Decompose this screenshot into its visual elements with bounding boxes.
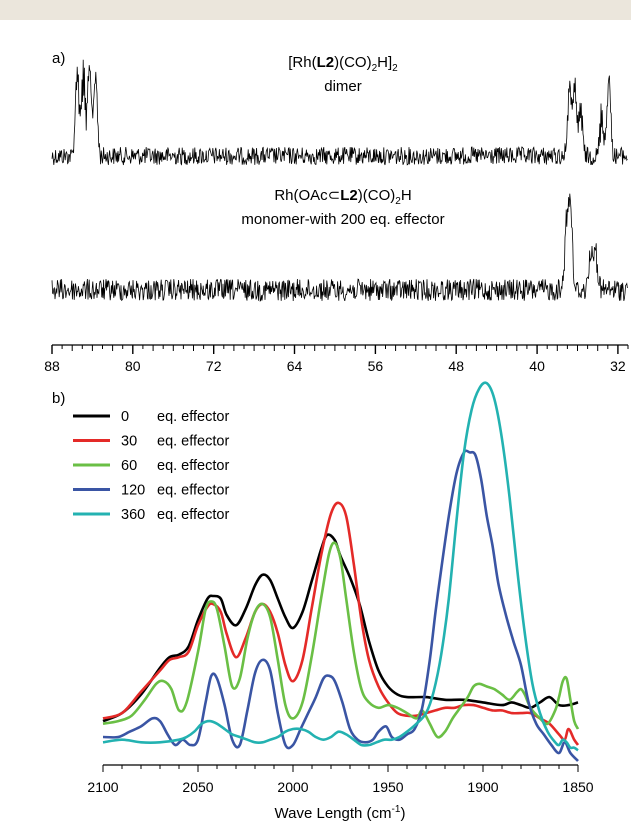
- legend-suffix: eq. effector: [157, 434, 229, 450]
- legend-label-30: 30: [121, 434, 137, 450]
- ir-series-120: [102, 449, 579, 762]
- panel-b-label: b): [52, 390, 65, 407]
- legend-suffix: eq. effector: [157, 483, 229, 499]
- panel-a-label: a): [52, 50, 65, 67]
- legend-label-60: 60: [121, 458, 137, 474]
- legend-suffix: eq. effector: [157, 458, 229, 474]
- ir-series-360: [102, 381, 579, 752]
- legend-label-360: 360: [121, 507, 145, 523]
- legend-suffix: eq. effector: [157, 409, 229, 425]
- ir-legend: 0 eq. effector 30 eq. effector 60 eq. effecto…: [73, 409, 229, 523]
- nmr-tick-label: 80: [125, 358, 141, 374]
- nmr-traces: [51, 59, 628, 302]
- legend-label-120: 120: [121, 483, 145, 499]
- nmr-tick-label: 48: [448, 358, 464, 374]
- ir-series: [102, 381, 580, 762]
- ir-x-axis-title: Wave Length (cm-1): [275, 804, 406, 822]
- ir-tick-label: 2100: [87, 779, 118, 795]
- nmr-trace-2: [51, 193, 628, 302]
- ir-series-30: [102, 501, 580, 746]
- ir-x-axis: 2100 2050 2000 1950 1900 1850: [87, 764, 594, 795]
- nmr-x-axis: 88 80 72 64 56 48 40 32: [44, 344, 629, 374]
- nmr-tick-label: 32: [610, 358, 626, 374]
- nmr-tick-label: 64: [287, 358, 303, 374]
- trace-1-title: [Rh(L2)(CO)2H]2: [288, 54, 398, 74]
- ir-tick-label: 1850: [562, 779, 593, 795]
- legend-label-0: 0: [121, 409, 129, 425]
- ir-tick-label: 2000: [277, 779, 308, 795]
- ir-tick-label: 2050: [182, 779, 213, 795]
- trace-2-subtitle: monomer-with 200 eq. effector: [241, 211, 444, 228]
- nmr-tick-label: 40: [529, 358, 545, 374]
- top-border-strip: [0, 0, 631, 20]
- nmr-tick-label: 88: [44, 358, 60, 374]
- nmr-tick-label: 72: [206, 358, 222, 374]
- trace-1-subtitle: dimer: [324, 78, 362, 95]
- ir-tick-label: 1900: [467, 779, 498, 795]
- nmr-trace-1: [51, 59, 628, 166]
- trace-2-title: Rh(OAc⊂L2)(CO)2H: [274, 187, 411, 207]
- legend-suffix: eq. effector: [157, 507, 229, 523]
- nmr-tick-label: 56: [368, 358, 384, 374]
- ir-tick-label: 1950: [372, 779, 403, 795]
- ir-series-60: [102, 541, 580, 739]
